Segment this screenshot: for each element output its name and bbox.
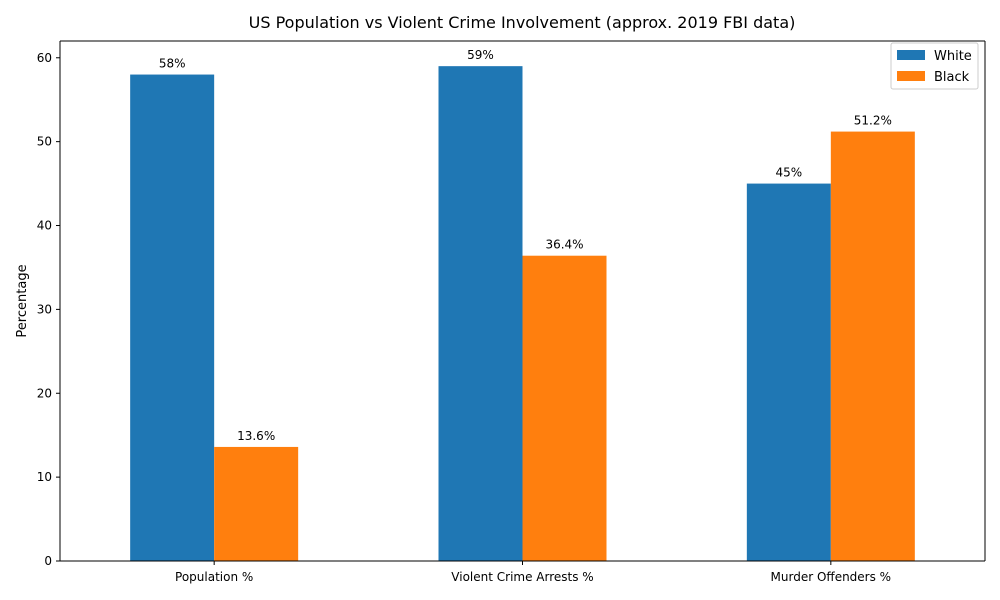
bar-black-0 [214, 446, 299, 561]
y-tick-label: 40 [37, 219, 52, 233]
legend-label-black: Black [934, 70, 970, 85]
legend-label-white: White [934, 49, 972, 64]
y-tick-label: 50 [37, 135, 52, 149]
bar-value-label: 58% [159, 57, 186, 71]
y-tick-label: 60 [37, 51, 52, 65]
bar-white-0 [130, 74, 215, 561]
bar-black-1 [522, 255, 607, 562]
x-tick-label: Murder Offenders % [771, 570, 892, 584]
plot-area: 58% 59% 45% 13.6% 36.4% 51.2% 0 10 20 30 40 50 60 Pop… [37, 40, 986, 584]
y-tick-label: 30 [37, 302, 52, 316]
x-tick-label: Violent Crime Arrests % [451, 570, 593, 584]
bar-value-label: 51.2% [854, 114, 892, 128]
bar-white-1 [438, 66, 523, 562]
legend-swatch-white [897, 50, 925, 60]
bar-white-2 [746, 183, 831, 562]
bar-value-label: 13.6% [237, 429, 275, 443]
x-tick-label: Population % [175, 570, 253, 584]
bar-black-2 [830, 131, 915, 562]
chart-title: US Population vs Violent Crime Involveme… [249, 13, 796, 32]
bar-value-label: 36.4% [545, 238, 583, 252]
bar-value-label: 45% [775, 166, 802, 180]
y-tick-label: 0 [44, 554, 52, 568]
legend-swatch-black [897, 71, 925, 81]
y-tick-label: 20 [37, 386, 52, 400]
legend: White Black [890, 42, 979, 90]
bar-value-label: 59% [467, 48, 494, 62]
y-tick-label: 10 [37, 470, 52, 484]
y-axis-label: Percentage [15, 264, 30, 337]
